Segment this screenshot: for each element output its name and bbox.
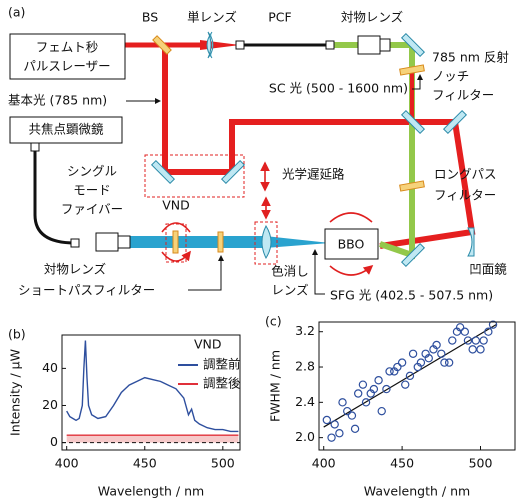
point [359,381,366,388]
point [469,346,476,353]
x-tick-label: 500 [211,456,235,471]
pointer [188,256,221,290]
label: SFG 光 (402.5 - 507.5 nm) [330,288,493,303]
label: フィルター [432,88,494,103]
vnd-filter [173,231,178,253]
label: フェムト秒 [36,40,99,55]
fiber-port [31,143,39,151]
x-axis-label: Wavelength / nm [364,484,470,499]
label: 対物レンズ [341,10,403,25]
point [355,390,362,397]
point [446,359,453,366]
label: フィルター [434,188,496,203]
label: レンズ [271,283,308,298]
label: BS [142,10,158,25]
sc-beam [330,45,412,255]
label: パルスレーザー [23,59,110,74]
point [375,377,382,384]
point [438,350,445,357]
y-tick-label: 3.2 [295,323,315,338]
longpass-filter [400,181,425,191]
label: ショートパスフィルター [18,283,155,298]
x-tick-label: 500 [469,456,493,471]
point [339,399,346,406]
label: 785 nm 反射 [432,50,509,65]
focus-beam [200,40,240,50]
label: 光学遅延路 [282,167,345,182]
label: ロングパス [434,167,497,182]
point [323,416,330,423]
x-tick-label: 450 [390,456,414,471]
area [67,435,239,442]
y-tick-label: 20 [42,397,58,412]
point [351,425,358,432]
label: 凹面鏡 [469,262,507,277]
point [331,421,338,428]
point [336,430,343,437]
point [472,337,479,344]
label: 共焦点顕微鏡 [28,122,104,137]
point [328,434,335,441]
label: BBO [338,237,365,252]
label: VND [162,198,190,213]
y-axis-label: Intensity / μW [8,349,23,436]
objective [96,233,130,251]
legend-label: 調整前 [203,357,241,372]
delayed-beam [165,45,472,246]
notch-filter [400,65,425,75]
label: ファイバー [61,202,123,217]
label: 基本光 (785 nm) [8,93,107,108]
shortpass-filter [218,232,223,252]
point [449,337,456,344]
y-tick-label: 2.4 [295,394,315,409]
point [402,381,409,388]
x-tick-label: 400 [55,456,79,471]
point [480,337,487,344]
label: PCF [268,10,291,25]
figure: (a) BS 単レンズ PCF 対物レンズ フェムト秒 パルスレーザー 785 … [0,0,529,504]
x-tick-label: 400 [312,456,336,471]
fiber-port [326,41,334,49]
point [383,385,390,392]
label: ノッチ [432,69,469,84]
point [399,359,406,366]
x-axis-label: Wavelength / nm [98,484,204,499]
objective [358,36,390,54]
sm-fiber [35,148,75,243]
label: SC 光 (500 - 1600 nm) [269,81,408,96]
label: シングル [67,164,117,179]
y-tick-label: 40 [42,360,58,375]
setup-diagram: (a) BS 単レンズ PCF 対物レンズ フェムト秒 パルスレーザー 785 … [8,5,509,303]
plot-frame [319,322,515,450]
pointer [315,250,325,294]
label: モード [73,183,111,198]
panel-label: (b) [8,327,26,342]
legend-title: VND [194,337,222,352]
label: 色消し [271,264,309,279]
y-tick-label: 2.0 [295,429,315,444]
y-tick-label: 2.8 [295,359,315,374]
point [477,346,484,353]
panel-label: (c) [265,314,282,329]
legend-label: 調整後 [203,376,241,391]
single-lens [207,32,213,58]
sfg-beam [130,236,330,248]
fiber-port [236,41,244,49]
y-axis-label: FWHM / nm [268,350,283,422]
plot-frame [62,335,240,450]
point [409,350,416,357]
panel-label: (a) [8,5,25,20]
label: 対物レンズ [44,262,106,277]
fiber-port [71,239,79,247]
point [378,408,385,415]
point [348,412,355,419]
point [461,328,468,335]
x-tick-label: 450 [133,456,157,471]
label: 単レンズ [187,10,237,25]
fit-line [324,325,496,427]
y-tick-label: 0 [50,434,58,449]
achromat-lens [262,226,271,258]
